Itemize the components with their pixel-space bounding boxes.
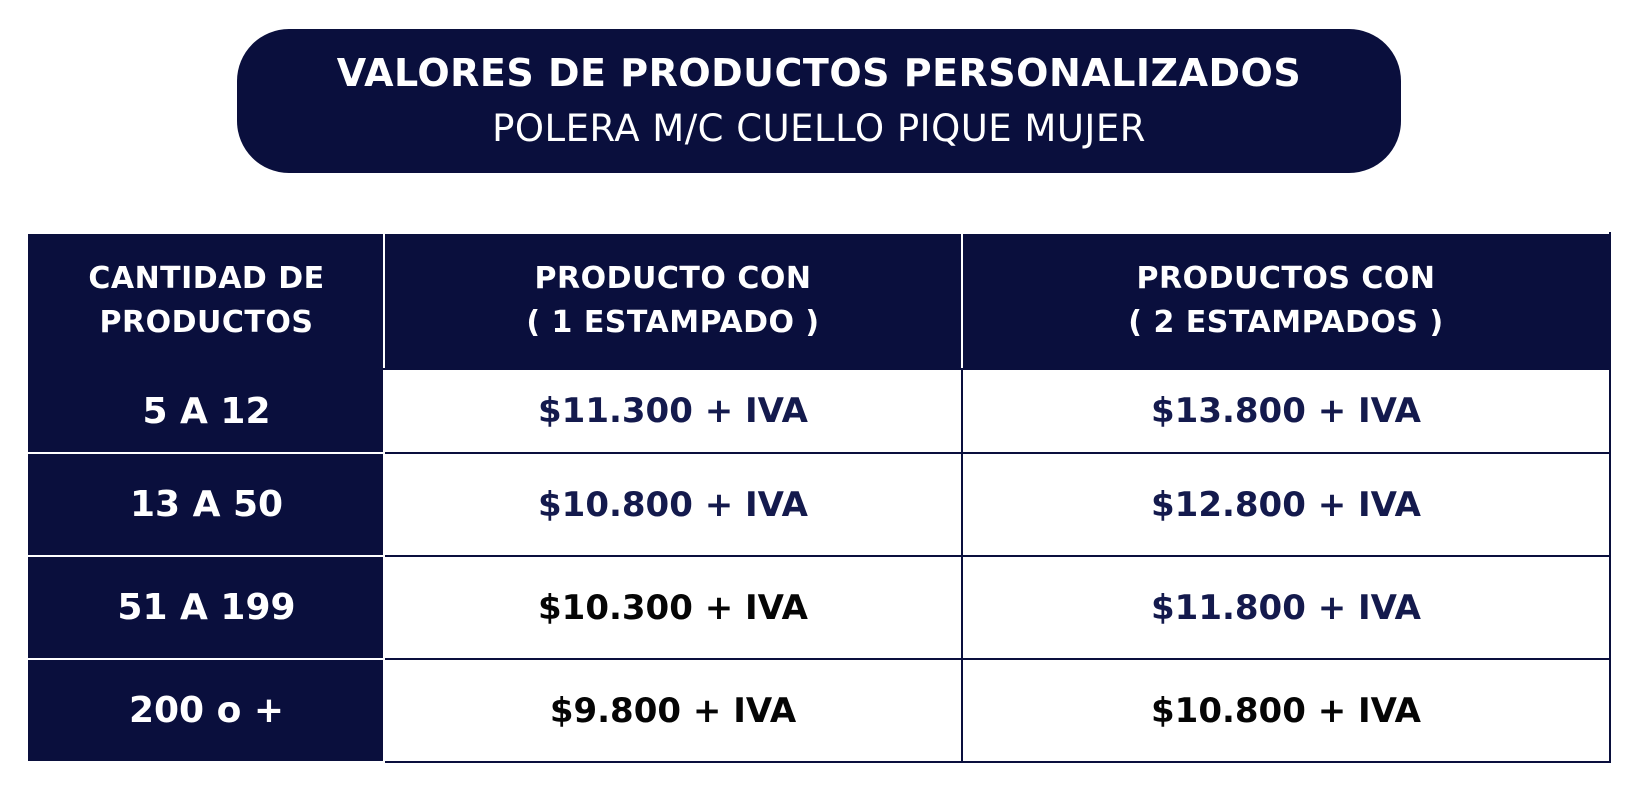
price-two-prints-cell: $11.800 + IVA bbox=[961, 555, 1611, 660]
title-banner: VALORES DE PRODUCTOS PERSONALIZADOS POLE… bbox=[237, 29, 1401, 173]
table-header-row: CANTIDAD DE PRODUCTOS PRODUCTO CON ( 1 E… bbox=[28, 232, 1611, 370]
table-row: 13 A 50 $10.800 + IVA $12.800 + IVA bbox=[28, 452, 1611, 557]
column-header-quantity: CANTIDAD DE PRODUCTOS bbox=[28, 232, 385, 370]
product-subtitle: POLERA M/C CUELLO PIQUE MUJER bbox=[492, 107, 1146, 150]
table-row: 51 A 199 $10.300 + IVA $11.800 + IVA bbox=[28, 555, 1611, 660]
column-header-line: ( 1 ESTAMPADO ) bbox=[526, 305, 820, 340]
quantity-cell: 13 A 50 bbox=[28, 452, 385, 557]
column-header-two-prints: PRODUCTOS CON ( 2 ESTAMPADOS ) bbox=[961, 232, 1611, 370]
quantity-cell: 51 A 199 bbox=[28, 555, 385, 660]
table-row: 5 A 12 $11.300 + IVA $13.800 + IVA bbox=[28, 368, 1611, 454]
quantity-cell: 200 o + bbox=[28, 658, 385, 763]
price-one-print-cell: $11.300 + IVA bbox=[383, 368, 963, 454]
price-one-print-cell: $9.800 + IVA bbox=[383, 658, 963, 763]
column-header-line: PRODUCTOS bbox=[99, 305, 314, 340]
page-title: VALORES DE PRODUCTOS PERSONALIZADOS bbox=[336, 51, 1302, 95]
price-one-print-cell: $10.800 + IVA bbox=[383, 452, 963, 557]
column-header-line: PRODUCTO CON bbox=[534, 261, 812, 296]
price-two-prints-cell: $12.800 + IVA bbox=[961, 452, 1611, 557]
price-two-prints-cell: $10.800 + IVA bbox=[961, 658, 1611, 763]
price-one-print-cell: $10.300 + IVA bbox=[383, 555, 963, 660]
column-header-line: CANTIDAD DE bbox=[88, 261, 325, 296]
column-header-one-print: PRODUCTO CON ( 1 ESTAMPADO ) bbox=[383, 232, 963, 370]
column-header-line: PRODUCTOS CON bbox=[1136, 261, 1436, 296]
price-table: CANTIDAD DE PRODUCTOS PRODUCTO CON ( 1 E… bbox=[28, 232, 1611, 763]
table-row: 200 o + $9.800 + IVA $10.800 + IVA bbox=[28, 658, 1611, 763]
quantity-cell: 5 A 12 bbox=[28, 368, 385, 454]
price-two-prints-cell: $13.800 + IVA bbox=[961, 368, 1611, 454]
column-header-line: ( 2 ESTAMPADOS ) bbox=[1128, 305, 1444, 340]
